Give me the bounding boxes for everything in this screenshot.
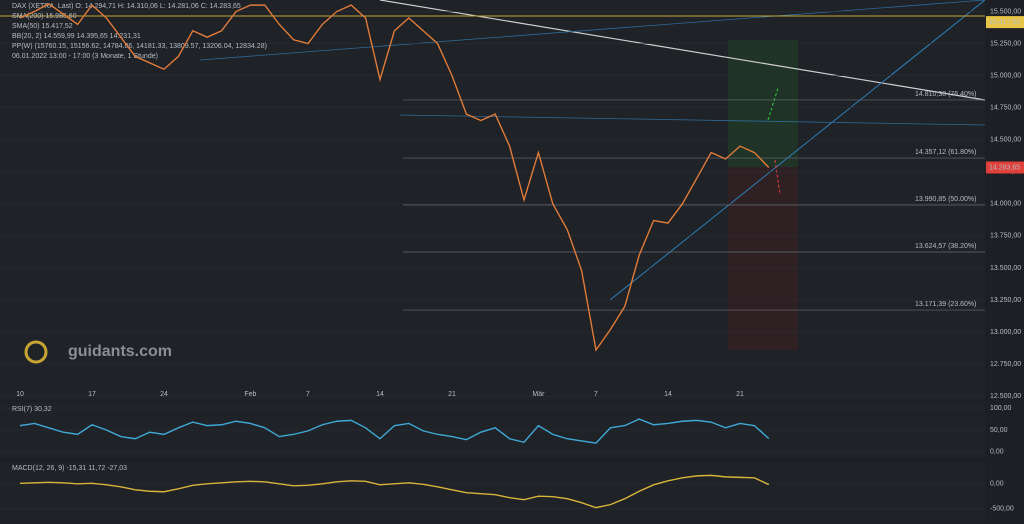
legend-line: DAX (XETRA, Last) O: 14.294,71 H: 14.310… [12, 3, 241, 10]
y-tick-label: 0,00 [990, 449, 1004, 456]
stop-zone [728, 167, 798, 350]
x-tick-label: 7 [306, 391, 310, 398]
y-tick-label: 15.250,00 [990, 40, 1021, 47]
arrow-down [774, 159, 781, 196]
y-tick-label: 50,00 [990, 427, 1008, 434]
fib-label: 14.810,30 (76.40%) [915, 91, 977, 98]
legend-line: PP(W) (15760.15, 15156.62, 14784.86, 141… [12, 43, 267, 50]
legend-line: 06.01.2022 13:00 - 17:00 (3 Monate, 1 St… [12, 53, 158, 60]
y-tick-label: 14.500,00 [990, 137, 1021, 144]
y-tick-label: -500,00 [990, 505, 1014, 512]
y-tick-label: 13.000,00 [990, 329, 1021, 336]
fib-label: 13.990,85 (50.00%) [915, 196, 977, 203]
y-tick-label: 12.500,00 [990, 393, 1021, 400]
price-box [986, 161, 1024, 174]
watermark: guidants.com [68, 343, 172, 360]
logo [24, 340, 48, 364]
legend-line: SMA(50) 15.417,52 [12, 23, 73, 30]
price-label: 14.283,65 [989, 164, 1020, 171]
y-tick-label: 14.750,00 [990, 105, 1021, 112]
y-tick-label: 14.000,00 [990, 201, 1021, 208]
fib-label: 13.624,57 (38.20%) [915, 243, 977, 250]
x-tick-label: 24 [160, 391, 168, 398]
y-tick-label: 13.750,00 [990, 233, 1021, 240]
price-box [986, 16, 1024, 29]
trend-line [379, 0, 986, 101]
y-tick-label: 15.000,00 [990, 72, 1021, 79]
legend-line: BB(20, 2) 14.559,99 14.395,65 14.231,31 [12, 33, 141, 40]
fib-label: 14.357,12 (61.80%) [915, 149, 977, 156]
panel-title: RSI(7) 30,32 [12, 406, 52, 413]
y-tick-label: 15.500,00 [990, 8, 1021, 15]
x-tick-label: 14 [664, 391, 672, 398]
y-tick-label: 13.500,00 [990, 265, 1021, 272]
y-tick-label: 12.750,00 [990, 361, 1021, 368]
x-tick-label: 17 [88, 391, 96, 398]
y-tick-label: 0,00 [990, 481, 1004, 488]
x-tick-label: 21 [448, 391, 456, 398]
x-tick-label: 14 [376, 391, 384, 398]
price-label: 15.417,52 [989, 19, 1020, 26]
y-tick-label: 13.250,00 [990, 297, 1021, 304]
series-line [19, 418, 770, 444]
series-line [19, 3, 770, 352]
x-tick-label: 21 [736, 391, 744, 398]
x-tick-label: 10 [16, 391, 24, 398]
legend-line: SMA(200) 15.985,60 [12, 13, 77, 20]
x-tick-label: Feb [244, 391, 256, 398]
fib-label: 13.171,39 (23.60%) [915, 301, 977, 308]
arrow-up [767, 87, 779, 121]
series-line [19, 474, 770, 509]
trend-line [609, 0, 986, 301]
price-panel [0, 0, 985, 400]
trend-line [199, 0, 986, 61]
x-tick-label: Mär [532, 391, 545, 398]
y-tick-label: 100,00 [990, 405, 1012, 412]
x-tick-label: 7 [594, 391, 598, 398]
trend-line [399, 114, 986, 126]
panel-title: MACD(12, 26, 9) -15,31 11,72 -27,03 [12, 465, 127, 472]
